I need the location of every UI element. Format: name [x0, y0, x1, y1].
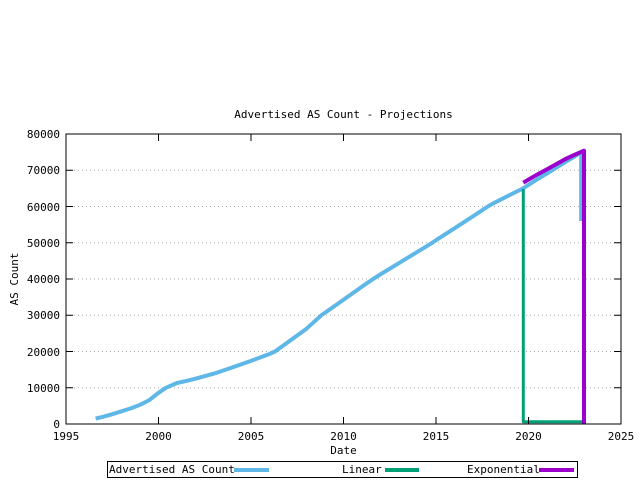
- x-tick-label: 1995: [52, 430, 80, 443]
- legend-swatch-advertised-as-count: [234, 468, 269, 472]
- legend-label-linear: Linear: [342, 463, 382, 476]
- legend-box: Advertised AS Count Linear Exponential: [107, 461, 578, 478]
- y-tick-label: 80000: [26, 128, 60, 141]
- y-tick-label: 70000: [26, 164, 60, 178]
- x-axis-label: Date: [330, 444, 357, 457]
- legend-swatch-exponential: [539, 468, 574, 472]
- y-tick-label: 30000: [26, 309, 60, 323]
- legend-label-exponential: Exponential: [467, 463, 540, 476]
- x-tick-label: 2000: [145, 430, 172, 443]
- x-tick-label: 2025: [607, 430, 635, 443]
- series-line-linear: [521, 189, 584, 424]
- legend-swatch-linear: [385, 468, 419, 472]
- y-tick-label: 0: [53, 418, 60, 431]
- y-tick-label: 60000: [26, 200, 60, 214]
- y-tick-label: 10000: [26, 381, 60, 395]
- x-tick-label: 2010: [330, 430, 357, 443]
- y-tick-label: 40000: [26, 273, 60, 286]
- chart-title: Advertised AS Count - Projections: [234, 108, 453, 121]
- series-line-exponential: [522, 148, 586, 424]
- x-tick-label: 2015: [422, 430, 450, 443]
- legend-label-advertised-as-count: Advertised AS Count: [109, 463, 235, 476]
- x-tick-label: 2020: [515, 430, 542, 443]
- series-line-advertised-as-count: [95, 149, 584, 421]
- x-tick-label: 2005: [237, 430, 265, 443]
- y-tick-label: 50000: [26, 236, 60, 250]
- y-tick-label: 20000: [26, 345, 60, 359]
